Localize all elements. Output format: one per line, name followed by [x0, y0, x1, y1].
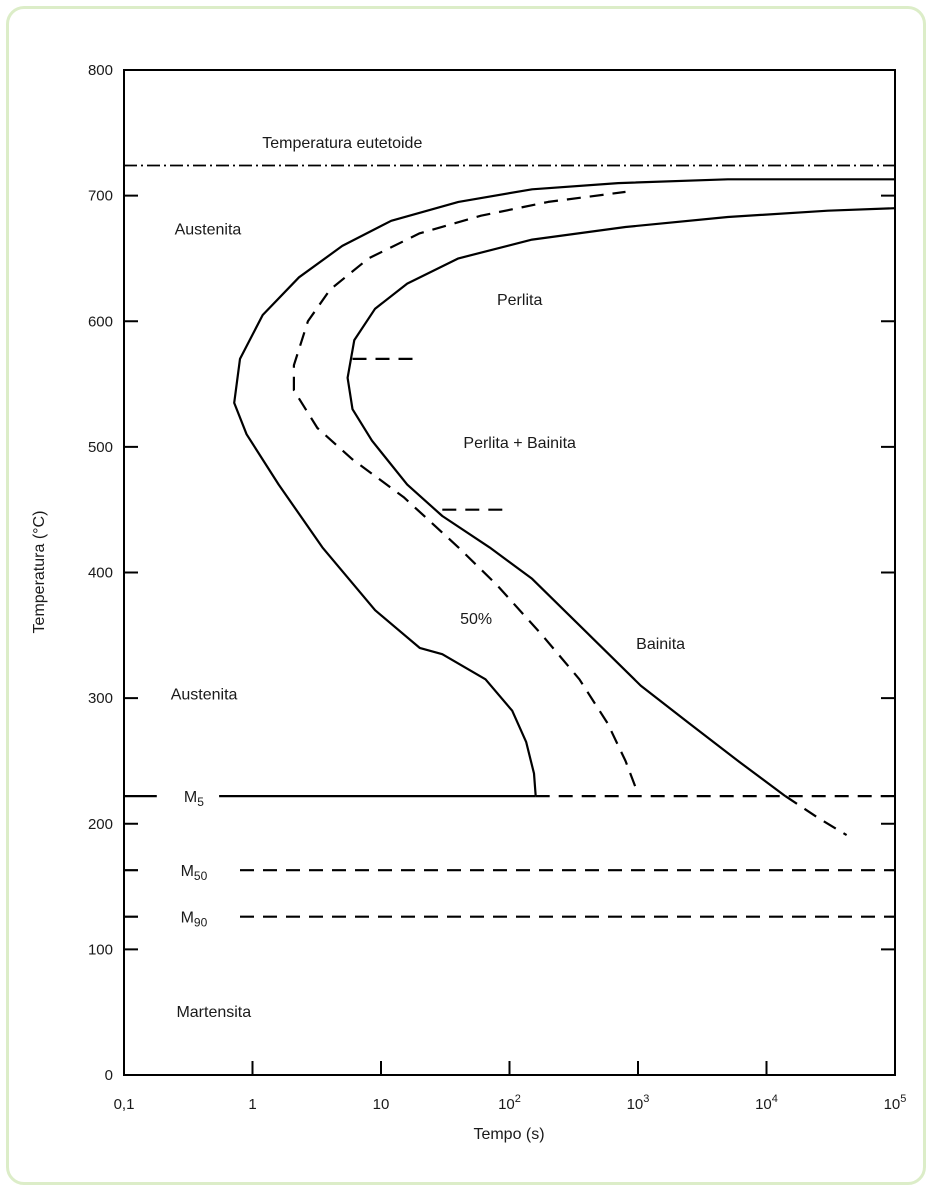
x-tick-label-2: 10: [373, 1096, 390, 1113]
curves-layer: [124, 164, 896, 918]
ticks-layer: [123, 69, 896, 1076]
curve-3: [784, 795, 848, 837]
annotation-5: Bainita: [636, 636, 685, 653]
y-tick-label-3: 300: [88, 690, 113, 707]
annotation-2: Perlita: [497, 292, 542, 309]
y-tick-label-7: 700: [88, 188, 113, 205]
y-tick-label-5: 500: [88, 439, 113, 456]
martensite-label-2: M90: [181, 910, 208, 930]
x-tick-label-6: 105: [884, 1093, 907, 1113]
chart-frame: [6, 6, 926, 1185]
annotation-3: Perlita + Bainita: [463, 435, 576, 452]
y-tick-label-0: 0: [105, 1067, 113, 1084]
y-axis-title: Temperatura (°C): [31, 511, 48, 634]
curve-0: [233, 178, 895, 797]
y-tick-label-4: 400: [88, 565, 113, 582]
labels-layer: 0,1 1 10 102 103 104 105 0 100 200 300 400 500 600 700…: [88, 62, 906, 1113]
y-tick-label-6: 600: [88, 313, 113, 330]
curve-1: [292, 190, 637, 787]
annotation-4: 50%: [460, 611, 492, 628]
annotation-1: Austenita: [175, 222, 242, 239]
annotation-7: Martensita: [176, 1004, 251, 1021]
x-tick-label-1: 1: [248, 1096, 256, 1113]
x-axis-title: Tempo (s): [473, 1126, 544, 1143]
curve-2: [346, 207, 896, 797]
martensite-label-0: M5: [184, 789, 204, 809]
y-tick-label-2: 200: [88, 816, 113, 833]
y-tick-label-1: 100: [88, 941, 113, 958]
x-tick-label-4: 103: [627, 1093, 650, 1113]
martensite-label-1: M50: [181, 863, 208, 883]
x-tick-label-0: 0,1: [114, 1096, 135, 1113]
annotation-0: Temperatura eutetoide: [262, 135, 422, 152]
y-tick-label-8: 800: [88, 62, 113, 79]
x-tick-label-3: 102: [498, 1093, 521, 1113]
x-tick-label-5: 104: [755, 1093, 778, 1113]
annotation-6: Austenita: [171, 686, 238, 703]
